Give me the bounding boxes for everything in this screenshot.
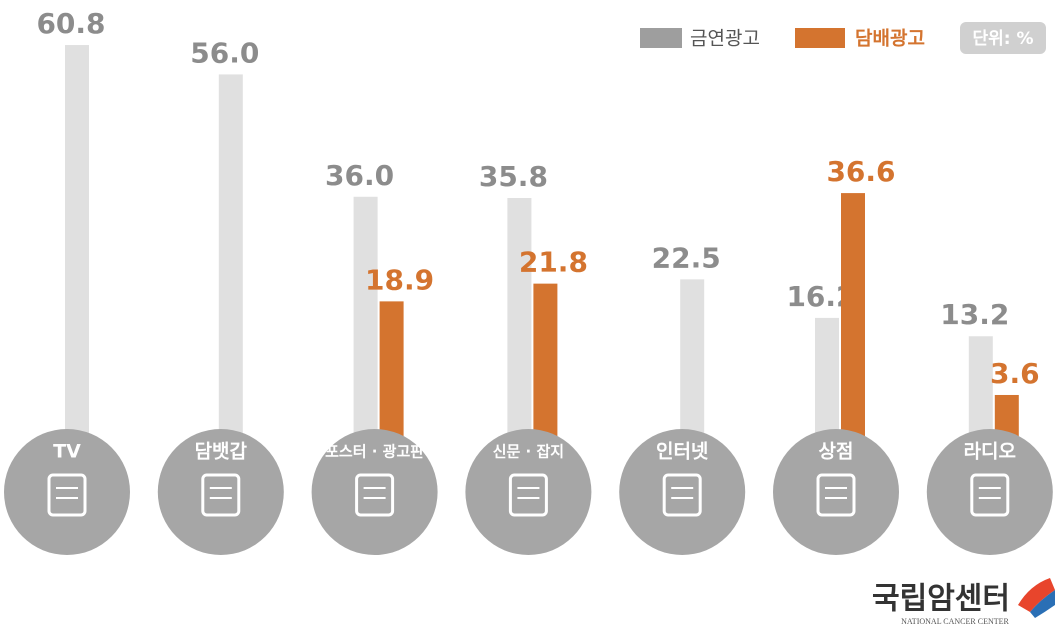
category-label: 담뱃갑 — [195, 441, 248, 463]
logo-subtitle: NATIONAL CANCER CENTER — [901, 617, 1009, 626]
category-circle — [311, 429, 438, 555]
legend-swatch — [795, 28, 845, 48]
category-label: 상점 — [819, 441, 854, 463]
legend-swatch — [640, 28, 682, 48]
value-label: 35.8 — [479, 160, 548, 193]
legend-label: 담배광고 — [855, 28, 925, 50]
value-label: 36.0 — [325, 159, 394, 192]
category-icon — [355, 473, 395, 517]
unit-label: 단위: % — [972, 29, 1033, 49]
category-circle — [926, 429, 1053, 555]
category-circle — [465, 429, 592, 555]
logo-mark — [1018, 578, 1055, 612]
logo-name: 국립암센터 — [872, 582, 1010, 617]
value-label: 18.9 — [365, 263, 434, 296]
category-circle — [619, 429, 746, 555]
category-label: TV — [53, 441, 81, 463]
value-label: 21.8 — [519, 246, 588, 279]
category-label: 신문 · 잡지 — [493, 443, 564, 461]
category-label: 라디오 — [964, 441, 1016, 463]
category-icon — [47, 473, 87, 517]
bar — [65, 45, 89, 480]
value-label: 36.6 — [826, 155, 895, 188]
category-icon — [816, 473, 856, 517]
category-label: 포스터 · 광고판 — [325, 443, 424, 461]
category-circle — [773, 429, 899, 555]
legend-label: 금연광고 — [690, 28, 760, 50]
bar — [218, 74, 243, 480]
value-label: 22.5 — [652, 241, 721, 274]
category-icon — [662, 473, 702, 517]
value-label: 56.0 — [190, 36, 259, 69]
category-label: 인터넷 — [656, 441, 708, 463]
value-label: 3.6 — [990, 357, 1040, 390]
value-label: 60.8 — [36, 7, 105, 40]
category-icon — [201, 473, 241, 517]
logo-mark — [1030, 590, 1055, 618]
category-icon — [508, 473, 548, 517]
category-icon — [970, 473, 1010, 517]
value-label: 13.2 — [940, 298, 1009, 331]
unit-box — [960, 22, 1046, 54]
category-circle — [157, 429, 284, 555]
category-circle — [4, 429, 130, 555]
